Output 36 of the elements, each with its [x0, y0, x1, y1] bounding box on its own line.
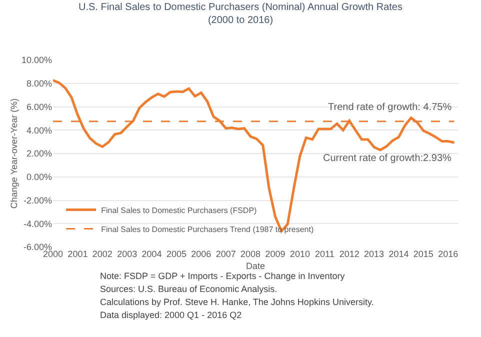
x-tick-label: 2008: [240, 249, 261, 259]
legend-label: Final Sales to Domestic Purchasers (FSDP): [101, 206, 258, 215]
x-tick-label: 2015: [413, 249, 434, 259]
y-tick-label: 6.00%: [26, 102, 52, 112]
x-tick-label: 2006: [191, 249, 212, 259]
annotation: Trend rate of growth: 4.75%: [328, 102, 452, 113]
x-tick-label: 2016: [438, 249, 458, 259]
x-tick-label: 2004: [142, 249, 162, 259]
y-tick-label: 8.00%: [26, 78, 52, 89]
x-tick-label: 2001: [68, 249, 88, 259]
y-axis-title: Change Year-over-Year (%): [8, 98, 19, 209]
x-tick-label: 2005: [166, 249, 186, 259]
text: Calculations by Prof. Steve H. Hanke, The Johns Hopkins University.: [100, 297, 374, 307]
y-tick-label: 0.00%: [26, 172, 52, 182]
line-series: [53, 78, 456, 232]
x-tick-label: 2007: [216, 249, 236, 259]
text: Data displayed: 2000 Q1 - 2016 Q2: [100, 310, 242, 320]
y-tick-label: -4.00%: [23, 218, 52, 229]
y-tick-label: 10.00%: [21, 55, 52, 66]
x-tick-label: 2003: [117, 249, 138, 259]
text: Note: FSDP = GDP + Imports - Exports - Change in Inventory: [100, 271, 346, 281]
x-tick-label: 2012: [339, 249, 360, 259]
x-tick-label: 2000: [42, 249, 64, 259]
source-note: Sources: U.S. Bureau of Economic Analysis.: [100, 284, 278, 294]
x-tick-label: 2002: [92, 249, 112, 259]
x-tick-label: 2009: [265, 249, 286, 259]
y-tick-label: 4.00%: [26, 125, 52, 136]
chart-title: U.S. Final Sales to Domestic Purchasers (Nominal) Annual Growth Rates (2000 to 2016): [78, 2, 403, 26]
y-tick-label: 2.00%: [26, 148, 52, 159]
x-tick-label: 2010: [290, 249, 310, 259]
x-tick-label: 2013: [364, 249, 384, 259]
x-tick-label: 2011: [314, 249, 334, 259]
annotation: Current rate of growth:2.93%: [323, 153, 452, 164]
x-axis-title: Date: [246, 261, 266, 271]
x-tick-label: 2014: [388, 249, 409, 259]
y-tick-label: -2.00%: [23, 195, 52, 206]
